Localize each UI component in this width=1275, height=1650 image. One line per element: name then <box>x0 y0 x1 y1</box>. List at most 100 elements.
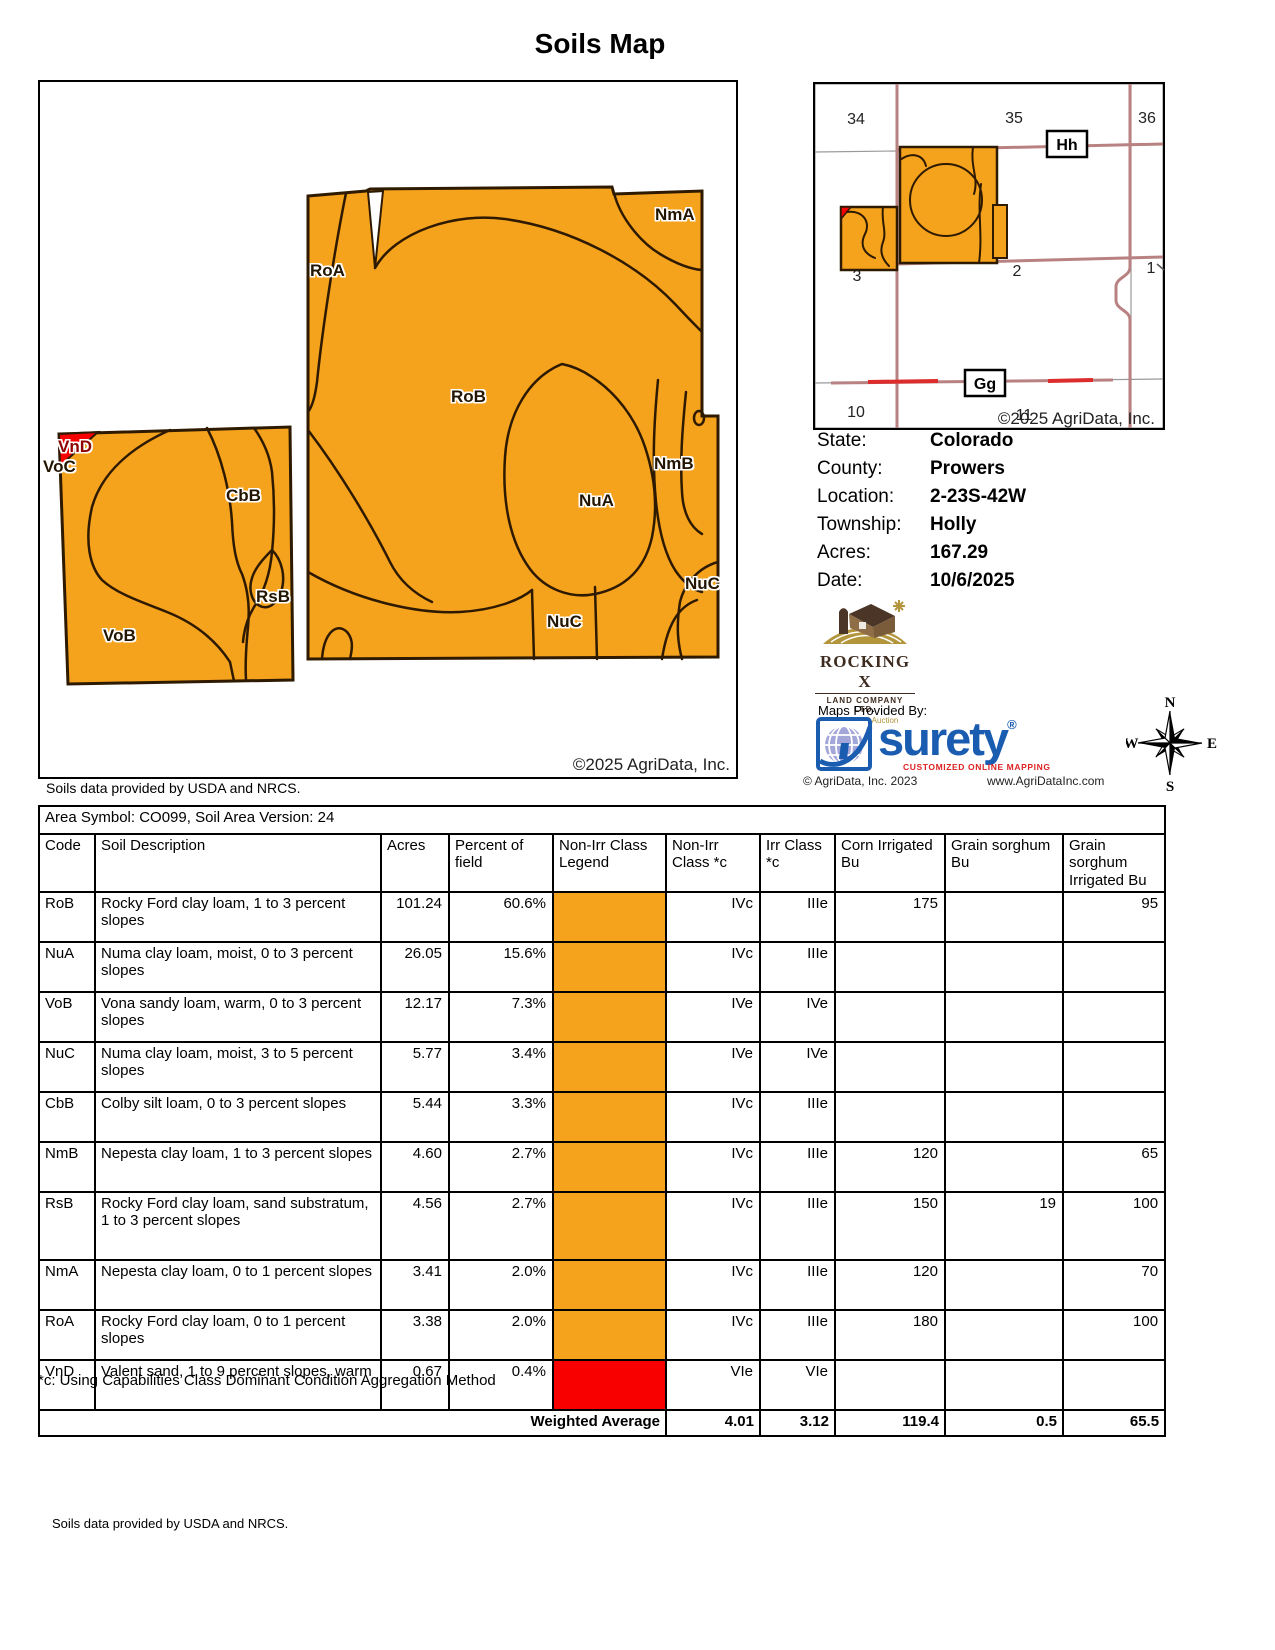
column-header: Soil Description <box>94 833 382 893</box>
soil-map-drawing <box>57 185 720 686</box>
compass-rose: N E S W <box>1126 695 1217 794</box>
cell-description: Rocky Ford clay loam, sand substratum, 1… <box>94 1190 382 1261</box>
soil-label: VoC <box>43 457 76 476</box>
cell-code: VnD <box>38 1358 96 1411</box>
info-value: 10/6/2025 <box>930 570 1015 591</box>
cell-acres: 4.56 <box>380 1190 450 1261</box>
cell-grain_sorghum_irr <box>1061 1358 1167 1411</box>
wa-grain_sorghum: 0.5 <box>944 1408 1064 1437</box>
cell-grain_sorghum <box>944 1140 1064 1193</box>
cell-non_irr: IVc <box>665 890 761 943</box>
cell-grain_sorghum_irr <box>1061 1090 1167 1143</box>
info-value: 2-23S-42W <box>930 486 1027 507</box>
compass-n: N <box>1165 695 1176 711</box>
info-value: Prowers <box>930 458 1005 479</box>
soils-note-bottom: Soils data provided by USDA and NRCS. <box>52 1516 289 1531</box>
cell-acres: 101.24 <box>380 890 450 943</box>
soil-label: VnD <box>58 437 92 456</box>
cell-irr: IIIe <box>759 1190 836 1261</box>
cell-grain_sorghum_irr: 95 <box>1061 890 1167 943</box>
cell-irr: IIIe <box>759 890 836 943</box>
info-row-state: State: Colorado <box>817 430 1177 458</box>
cell-irr: IVe <box>759 1040 836 1093</box>
cell-percent: 2.0% <box>448 1308 554 1361</box>
cell-code: VoB <box>38 990 96 1043</box>
info-label: Location: <box>817 486 895 507</box>
soil-table-body: RoB Rocky Ford clay loam, 1 to 3 percent … <box>38 890 1167 1437</box>
surety-tagline: CUSTOMIZED ONLINE MAPPING <box>903 762 1051 772</box>
cell-corn: 120 <box>834 1140 946 1193</box>
soil-label: RoB <box>451 387 486 406</box>
cell-description: Valent sand, 1 to 9 percent slopes, warm <box>94 1358 382 1411</box>
cell-corn: 175 <box>834 890 946 943</box>
agridata-copyright: © AgriData, Inc. 2023 <box>803 774 918 788</box>
weighted-average-row: Weighted Average 4.01 3.12 119.4 0.5 65.5 <box>38 1408 1167 1437</box>
soil-label: NuC <box>547 612 582 631</box>
parcel-west <box>57 425 295 686</box>
soils-table: Area Symbol: CO099, Soil Area Version: 2… <box>37 805 1167 1437</box>
cell-grain_sorghum_irr: 100 <box>1061 1190 1167 1261</box>
soil-label: RoA <box>310 261 345 280</box>
wa-corn: 119.4 <box>834 1408 946 1437</box>
column-header: Non-Irr Class *c <box>665 833 761 893</box>
cell-description: Nepesta clay loam, 0 to 1 percent slopes <box>94 1258 382 1311</box>
cell-percent: 3.4% <box>448 1040 554 1093</box>
cell-percent: 2.7% <box>448 1190 554 1261</box>
legend-swatch <box>552 1040 667 1093</box>
column-header: Acres <box>380 833 450 893</box>
section-number: 34 <box>847 111 865 128</box>
section-number: 11 <box>1016 407 1033 424</box>
column-header: Code <box>38 833 96 893</box>
cell-description: Nepesta clay loam, 1 to 3 percent slopes <box>94 1140 382 1193</box>
info-label: County: <box>817 458 883 479</box>
cell-code: RoA <box>38 1308 96 1361</box>
cell-description: Vona sandy loam, warm, 0 to 3 percent sl… <box>94 990 382 1043</box>
cell-corn: 150 <box>834 1190 946 1261</box>
section-number: 35 <box>1005 110 1023 127</box>
cell-grain_sorghum_irr: 65 <box>1061 1140 1167 1193</box>
area-symbol: Area Symbol: CO099, Soil Area Version: 2… <box>37 805 1167 835</box>
cell-description: Rocky Ford clay loam, 0 to 1 percent slo… <box>94 1308 382 1361</box>
cell-grain_sorghum <box>944 1358 1064 1411</box>
cell-code: RsB <box>38 1190 96 1261</box>
soil-label: RsB <box>256 587 291 606</box>
cell-corn: 120 <box>834 1258 946 1311</box>
cell-acres: 4.60 <box>380 1140 450 1193</box>
column-header: Irr Class *c <box>759 833 836 893</box>
parcel-main <box>306 185 720 661</box>
table-row: RsB Rocky Ford clay loam, sand substratum… <box>38 1190 1167 1261</box>
legend-swatch <box>552 1090 667 1143</box>
cell-acres: 3.38 <box>380 1308 450 1361</box>
cell-non_irr: IVc <box>665 1308 761 1361</box>
table-row: VoB Vona sandy loam, warm, 0 to 3 percent… <box>38 990 1167 1043</box>
info-label: Acres: <box>817 542 871 563</box>
cell-corn <box>834 1090 946 1143</box>
cell-corn <box>834 1040 946 1093</box>
cell-acres: 3.41 <box>380 1258 450 1311</box>
cell-code: NmB <box>38 1140 96 1193</box>
legend-swatch <box>552 890 667 943</box>
wa-non_irr: 4.01 <box>665 1408 761 1437</box>
legend-swatch <box>552 990 667 1043</box>
surety-globe-icon <box>816 717 873 771</box>
agridata-website: www.AgriDataInc.com <box>987 774 1105 788</box>
cell-non_irr: IVe <box>665 1040 761 1093</box>
legend-swatch <box>552 1308 667 1361</box>
cell-percent: 60.6% <box>448 890 554 943</box>
cell-description: Numa clay loam, moist, 0 to 3 percent sl… <box>94 940 382 993</box>
cell-irr: IVe <box>759 990 836 1043</box>
cell-description: Colby silt loam, 0 to 3 percent slopes <box>94 1090 382 1143</box>
cell-corn <box>834 940 946 993</box>
maps-provided-by: Maps Provided By: <box>818 703 928 718</box>
legend-swatch <box>552 1258 667 1311</box>
cell-grain_sorghum <box>944 1308 1064 1361</box>
cell-grain_sorghum <box>944 940 1064 993</box>
cell-non_irr: VIe <box>665 1358 761 1411</box>
page-title: Soils Map <box>534 28 666 59</box>
info-value: Colorado <box>930 430 1014 451</box>
header-row: Code Soil Description Acres Percent of fiel… <box>38 833 1167 893</box>
soil-label: NuA <box>579 491 614 510</box>
cell-non_irr: IVe <box>665 990 761 1043</box>
cell-irr: IIIe <box>759 1258 836 1311</box>
info-row-acres: Acres: 167.29 <box>817 542 1177 570</box>
